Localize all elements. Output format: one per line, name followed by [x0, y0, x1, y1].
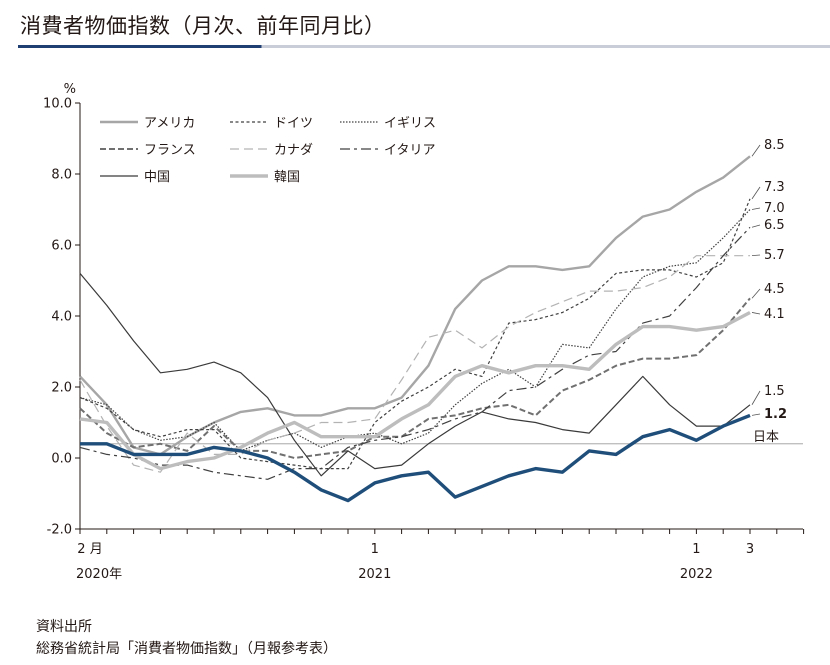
end-label: 5.7 [764, 248, 785, 263]
legend-label: 韓国 [274, 170, 300, 185]
x-year-label: 2022 [680, 567, 713, 582]
legend-label: 中国 [144, 170, 170, 185]
end-label: 1.2 [764, 407, 787, 422]
series-line-3 [79, 297, 751, 459]
end-label: 8.5 [764, 138, 785, 153]
end-label-leader [751, 224, 761, 228]
chart-title: 消費者物価指数（月次、前年同月比） [20, 14, 386, 38]
series-line-2 [79, 209, 751, 452]
y-tick-label: 8.0 [51, 168, 72, 183]
end-label-leader [751, 254, 761, 257]
end-label-leader [751, 390, 761, 405]
series-line-4 [79, 255, 750, 473]
x-tick-label: 3 [746, 542, 754, 557]
series-line-0 [79, 155, 751, 456]
y-tick-label: -2.0 [47, 523, 72, 538]
end-label: 7.3 [764, 180, 785, 195]
legend-label: カナダ [274, 143, 313, 158]
legend-label: イギリス [384, 116, 436, 131]
source-text: 総務省統計局「消費者物価指数」（月報参考表） [36, 641, 337, 657]
y-axis-unit: % [64, 82, 76, 97]
end-label-leader [751, 144, 761, 157]
legend-label: フランス [144, 143, 196, 158]
legend-label: ドイツ [274, 116, 313, 131]
x-year-label: 2021 [358, 567, 391, 582]
end-label: 7.0 [764, 201, 785, 216]
x-tick-label: 1 [692, 542, 700, 557]
x-tick-label: 2 月 [77, 542, 102, 557]
end-label-leader [751, 186, 761, 200]
end-label-leader [751, 413, 761, 416]
end-label: 6.5 [764, 218, 785, 233]
y-tick-label: 0.0 [51, 452, 72, 467]
series-line-8 [80, 413, 751, 503]
y-tick-label: 6.0 [51, 239, 72, 254]
y-tick-label: 10.0 [43, 97, 72, 112]
end-label-leader [751, 207, 761, 210]
y-tick-label: 4.0 [51, 310, 72, 325]
x-tick-label: 1 [371, 542, 379, 557]
source-label: 資料出所 [36, 619, 92, 635]
end-label-leader [751, 288, 761, 299]
series-line-7 [79, 310, 751, 471]
series-line-1 [79, 198, 751, 470]
y-tick-label: 2.0 [51, 381, 72, 396]
reference-line-label: 日本 [753, 430, 779, 445]
series-line-6 [79, 273, 751, 477]
end-label-leader [751, 312, 761, 315]
x-year-label: 2020年 [76, 567, 122, 582]
legend-label: アメリカ [144, 116, 195, 131]
title-underline [18, 45, 830, 48]
end-label: 4.5 [764, 282, 785, 297]
legend-label: イタリア [384, 143, 435, 158]
cpi-line-chart: 10.0 8.0 6.0 4.0 2.0 0.0 -2.0% 2 月 1 1 3 2020年 2021 2… [43, 82, 805, 582]
end-label: 1.5 [764, 384, 785, 399]
end-label: 4.1 [764, 307, 785, 322]
